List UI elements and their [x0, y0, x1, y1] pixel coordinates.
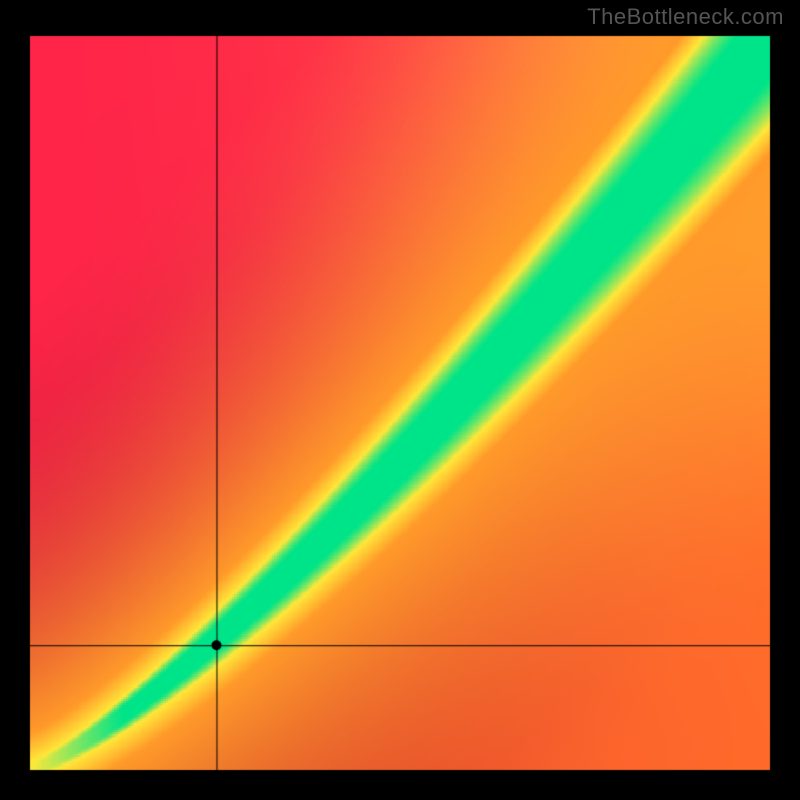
watermark-text: TheBottleneck.com	[587, 4, 784, 30]
heatmap-canvas	[0, 0, 800, 800]
chart-container: TheBottleneck.com	[0, 0, 800, 800]
